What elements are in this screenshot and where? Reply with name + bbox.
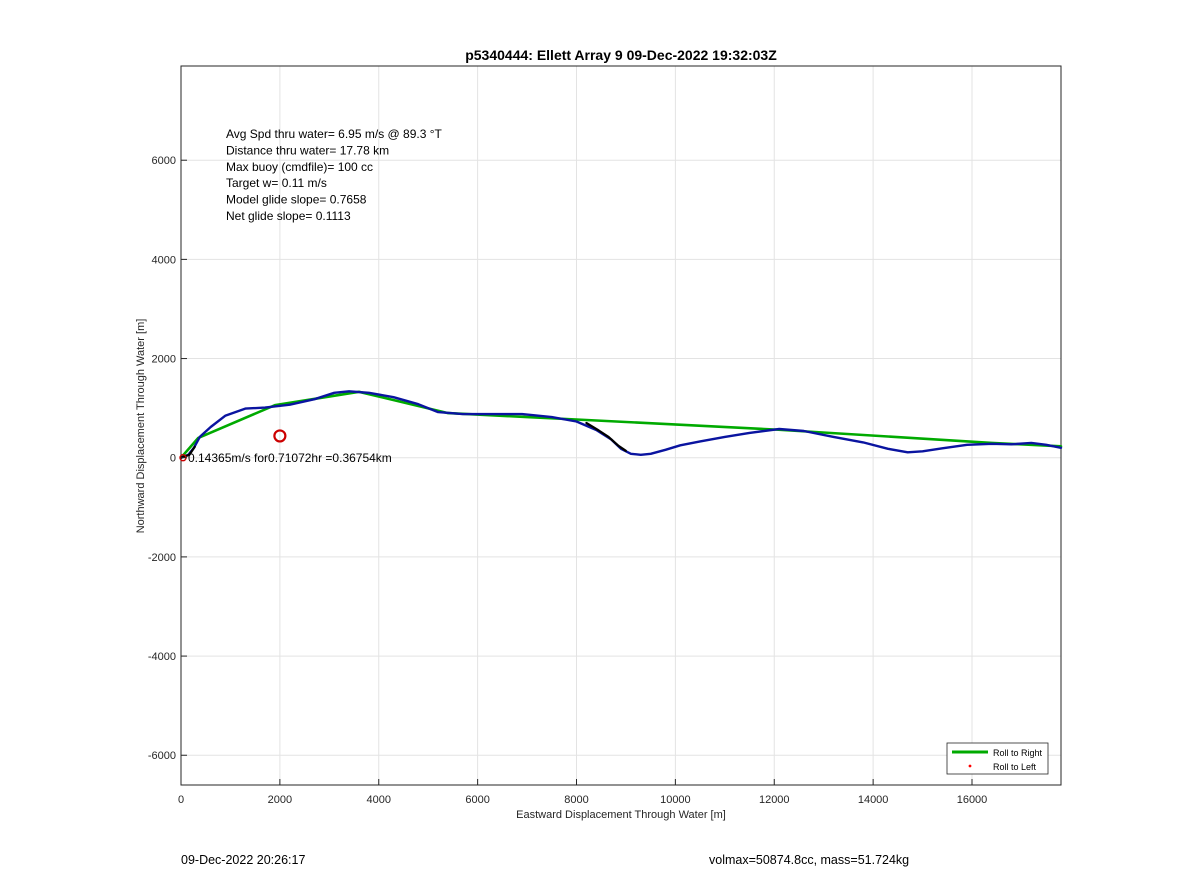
footer-vehicle-info: volmax=50874.8cc, mass=51.724kg: [709, 853, 910, 867]
x-tick-label: 0: [178, 794, 184, 806]
y-tick-label: -6000: [148, 750, 176, 762]
stats-annotation-line: Model glide slope= 0.7658: [226, 193, 367, 207]
x-axis-label: Eastward Displacement Through Water [m]: [516, 809, 726, 821]
x-tick-label: 12000: [759, 794, 790, 806]
legend-label-roll-left: Roll to Left: [993, 762, 1037, 772]
stats-annotations: Avg Spd thru water= 6.95 m/s @ 89.3 °T Di…: [226, 127, 443, 223]
legend-box: [946, 742, 1049, 775]
x-tick-label: 2000: [268, 794, 292, 806]
footer-timestamp: 09-Dec-2022 20:26:17: [181, 853, 306, 867]
x-tick-label: 8000: [564, 794, 588, 806]
axes-box: [180, 65, 1062, 786]
series-track-segment: [179, 445, 196, 459]
stats-annotation-line: Target w= 0.11 m/s: [226, 176, 327, 190]
x-tick-label: 10000: [660, 794, 691, 806]
x-tick-label: 6000: [465, 794, 489, 806]
series-track-segment: [585, 421, 628, 452]
stats-annotation-line: Net glide slope= 0.1113: [226, 209, 351, 223]
tick-labels: 0 2000 4000 6000 8000 10000 12000 14000 16000 -60…: [148, 155, 987, 806]
stats-annotation-line: Distance thru water= 17.78 km: [226, 143, 389, 157]
current-speed-label: 0.14365m/s for0.71072hr =0.36754km: [188, 451, 392, 465]
y-tick-label: 6000: [152, 155, 176, 167]
x-tick-label: 4000: [367, 794, 391, 806]
legend-swatch-roll-left: [968, 764, 972, 768]
circle-marker: [273, 429, 287, 443]
y-tick-label: 4000: [152, 254, 176, 266]
stats-annotation-line: Avg Spd thru water= 6.95 m/s @ 89.3 °T: [226, 127, 443, 141]
chart-title: p5340444: Ellett Array 9 09-Dec-2022 19:…: [465, 47, 777, 63]
x-tick-label: 14000: [858, 794, 889, 806]
y-tick-label: 2000: [152, 354, 176, 366]
y-tick-label: 0: [170, 453, 176, 465]
stats-annotation-line: Max buoy (cmdfile)= 100 cc: [226, 160, 373, 174]
legend: Roll to Right Roll to Left: [946, 742, 1049, 775]
y-tick-label: -2000: [148, 552, 176, 564]
grid-lines: [181, 66, 1061, 785]
y-tick-label: -4000: [148, 651, 176, 663]
x-tick-label: 16000: [957, 794, 988, 806]
legend-label-roll-right: Roll to Right: [993, 748, 1043, 758]
series-layer: [179, 390, 1063, 462]
y-axis-label: Northward Displacement Through Water [m]: [135, 319, 147, 534]
